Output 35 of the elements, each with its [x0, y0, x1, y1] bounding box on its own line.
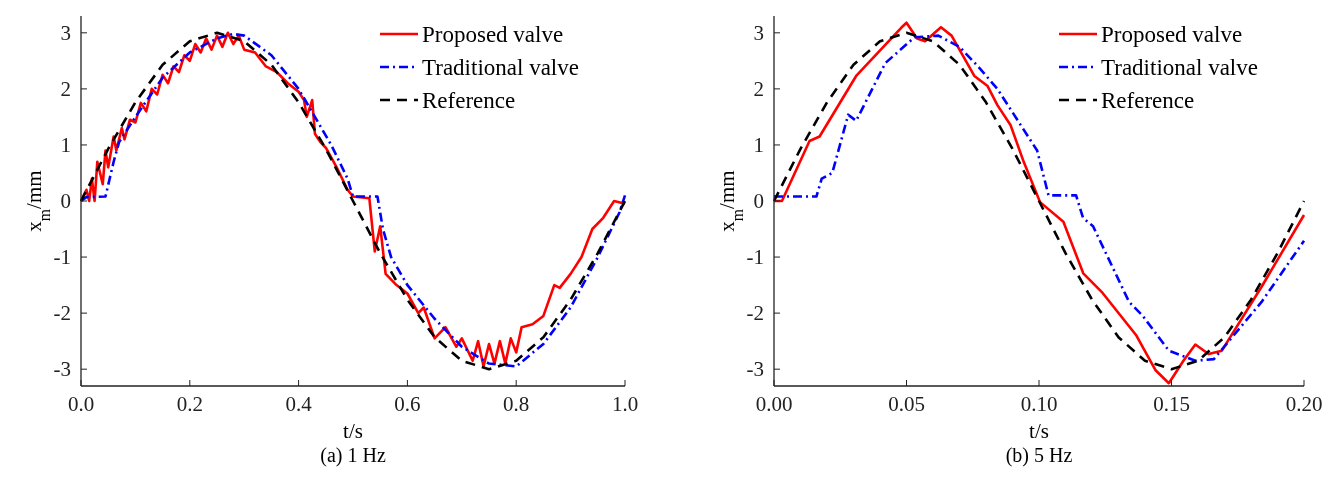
- y-tick-label: -3: [746, 357, 764, 382]
- x-tick-label: 1.0: [611, 392, 639, 416]
- x-tick-label: 0.2: [176, 392, 203, 416]
- y-tick-label: -1: [53, 245, 71, 270]
- y-tick-label: 1: [60, 132, 71, 157]
- legend-label: Reference: [1101, 88, 1195, 113]
- y-tick-label: -1: [746, 245, 764, 270]
- y-tick-label: 0: [753, 189, 764, 213]
- x-tick-label: 0.4: [285, 392, 313, 416]
- text: (a) 1 Hz: [320, 444, 386, 467]
- y-tick-label: 3: [60, 20, 71, 45]
- y-tick-label: 2: [753, 76, 764, 101]
- x-tick-label: 0.6: [394, 392, 421, 416]
- legend-label: Traditional valve: [1101, 55, 1258, 80]
- x-tick-label: 0.8: [503, 392, 530, 416]
- y-tick-label: -2: [53, 301, 71, 326]
- legend-label: Proposed valve: [1101, 22, 1243, 47]
- x-tick-label: 0.15: [1153, 392, 1190, 416]
- legend-label: Reference: [422, 88, 516, 113]
- y-tick-label: 0: [60, 189, 71, 213]
- y-tick-label: -3: [53, 357, 71, 382]
- x-tick-label: 0.05: [888, 392, 925, 416]
- x-tick-label: 0.00: [755, 392, 793, 416]
- x-tick-label: 0.20: [1285, 392, 1323, 416]
- text: (b) 5 Hz: [1005, 444, 1073, 467]
- y-tick-label: -2: [746, 301, 764, 326]
- x-axis-title: t/s: [343, 419, 363, 443]
- x-tick-label: 0.10: [1020, 392, 1058, 416]
- y-tick-label: 2: [60, 76, 71, 101]
- y-tick-label: 3: [753, 20, 764, 45]
- x-tick-label: 0.0: [67, 392, 95, 416]
- legend-label: Proposed valve: [422, 22, 564, 47]
- y-tick-label: 1: [753, 132, 764, 157]
- legend-label: Traditional valve: [422, 55, 579, 80]
- x-axis-title: t/s: [1029, 419, 1049, 443]
